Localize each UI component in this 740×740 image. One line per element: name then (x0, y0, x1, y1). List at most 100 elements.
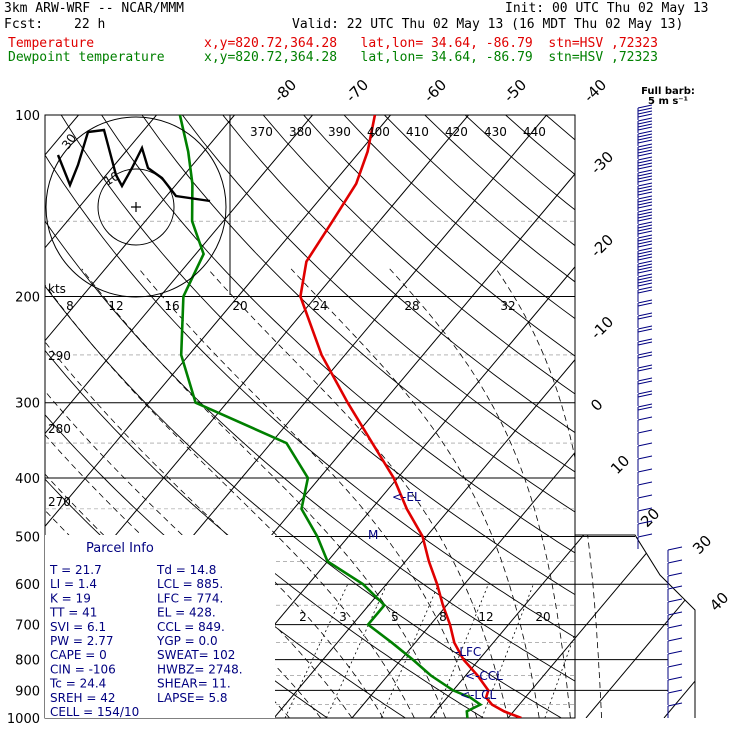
theta-label: 370 (250, 125, 273, 139)
wind-barb (637, 286, 653, 302)
model-title: 3km ARW-WRF -- NCAR/MMM (4, 1, 185, 16)
parcel-box (45, 535, 275, 718)
isotherm-label: 0 (587, 395, 606, 414)
pressure-label: 200 (15, 291, 40, 306)
wind-barb (667, 663, 683, 679)
dry-adiabat-line (141, 115, 575, 513)
profiles (178, 115, 522, 718)
pressure-label: 700 (15, 619, 40, 634)
wind-barb (637, 442, 653, 458)
parcel-row-left: SVI = 6.1 (50, 620, 106, 634)
dry-adiabat-line (45, 220, 575, 682)
theta-label: 400 (367, 125, 390, 139)
mixing-ratio-label: 20 (535, 610, 550, 624)
mixing-ratio-line (481, 584, 534, 718)
dry-adiabat-line (222, 115, 575, 434)
wind-barb (637, 403, 653, 419)
wind-barb (667, 624, 683, 640)
mixing-ratio-label: 3 (339, 610, 347, 624)
valid-time: Valid: 22 UTC Thu 02 May 13 (16 MDT Thu … (292, 17, 684, 32)
mixing-ratio-label: 12 (478, 610, 493, 624)
moist-adiabat-line (138, 268, 478, 718)
temperature-profile-line (299, 115, 522, 718)
wind-barb (667, 598, 683, 614)
parcel-row-right: SWEAT= 102 (157, 648, 235, 662)
dry-adiabat-line (424, 115, 575, 247)
theta-label-low: 270 (48, 495, 71, 509)
wind-barb (667, 546, 683, 562)
wind-barb (637, 390, 653, 406)
isotherm-line (663, 115, 695, 718)
wind-barb (637, 156, 653, 172)
level-marker: <-LCL (460, 688, 496, 702)
parcel-row-left: T = 21.7 (49, 563, 102, 577)
isotherm-line (45, 115, 391, 718)
wind-barb (637, 416, 653, 432)
wind-barb (637, 429, 653, 445)
parcel-info: Parcel Info T = 21.7 Td = 14.8 LI = 1.4 LCL … (45, 535, 275, 719)
wind-barb (637, 312, 653, 328)
parcel-row-right: LCL = 885. (157, 577, 223, 591)
plot-frame (44, 114, 576, 719)
wind-barb (637, 104, 653, 120)
wind-barb (637, 143, 653, 159)
moist-adiabat-line (495, 268, 602, 718)
parcel-row-right: HWBZ= 2748. (157, 662, 243, 676)
theta-label: 440 (523, 125, 546, 139)
level-marker: <-CCL (465, 669, 503, 683)
isotherm-line (45, 115, 235, 718)
isotherm-line (273, 115, 695, 718)
wind-barb (637, 351, 653, 367)
parcel-row-left: Tc = 24.4 (49, 677, 106, 691)
wind-barb (637, 247, 653, 263)
wind-barb (637, 221, 653, 237)
hodo-speed-label: 8 (66, 299, 74, 313)
mixing-ratio-line (326, 584, 388, 718)
wind-barb (667, 637, 683, 653)
theta-label: 420 (445, 125, 468, 139)
mixing-ratio-line (433, 584, 489, 718)
wind-barb (667, 650, 683, 666)
parcel-row-left: PW = 2.77 (50, 634, 114, 648)
isotherm-line (507, 115, 695, 718)
pressure-label: 500 (15, 530, 40, 545)
moist-adiabat-line (389, 268, 571, 718)
theta-label-low: 280 (48, 422, 71, 436)
plot-frame-extension (575, 534, 696, 718)
dewpoint-profile-line (178, 115, 483, 718)
mixing-ratio-line (380, 584, 439, 718)
hodo-ring-outer (45, 116, 227, 298)
wind-barb (637, 260, 653, 276)
wind-barb (637, 377, 653, 393)
barb-legend-unit: 5 m s⁻¹ (648, 96, 688, 107)
isotherm-label: -30 (587, 148, 617, 178)
level-marker: M (368, 528, 378, 542)
pressure-label: 800 (15, 654, 40, 669)
dry-adiabat-line (708, 115, 740, 731)
wind-barb (637, 195, 653, 211)
isotherm-line (429, 115, 695, 718)
dry-adiabat-line (101, 115, 575, 554)
isotherm-line (45, 115, 157, 718)
wind-barb (667, 585, 683, 601)
dewpoint-legend: Dewpoint temperature (8, 50, 165, 65)
hodo-speed-label: 32 (500, 299, 515, 313)
isotherm-label: -40 (580, 76, 610, 106)
hodo-speed-label: 20 (232, 299, 247, 313)
isotherm-label: -10 (587, 313, 617, 343)
parcel-row-right: LFC = 774. (157, 591, 223, 605)
parcel-row-left: CELL = 154/10 (50, 705, 139, 719)
wind-barb (667, 559, 683, 575)
parcel-title: Parcel Info (86, 541, 154, 556)
parcel-row-left: SREH = 42 (50, 691, 116, 705)
init-time: Init: 00 UTC Thu 02 May 13 (505, 1, 709, 16)
isotherm-label: 40 (706, 589, 732, 615)
isotherm-label: -60 (420, 76, 450, 106)
pressure-label: 400 (15, 472, 40, 487)
isotherm-line (351, 115, 695, 718)
wind-barb (637, 273, 653, 289)
wind-barb (637, 494, 653, 510)
wind-barb (637, 338, 653, 354)
theta-label: 380 (289, 125, 312, 139)
